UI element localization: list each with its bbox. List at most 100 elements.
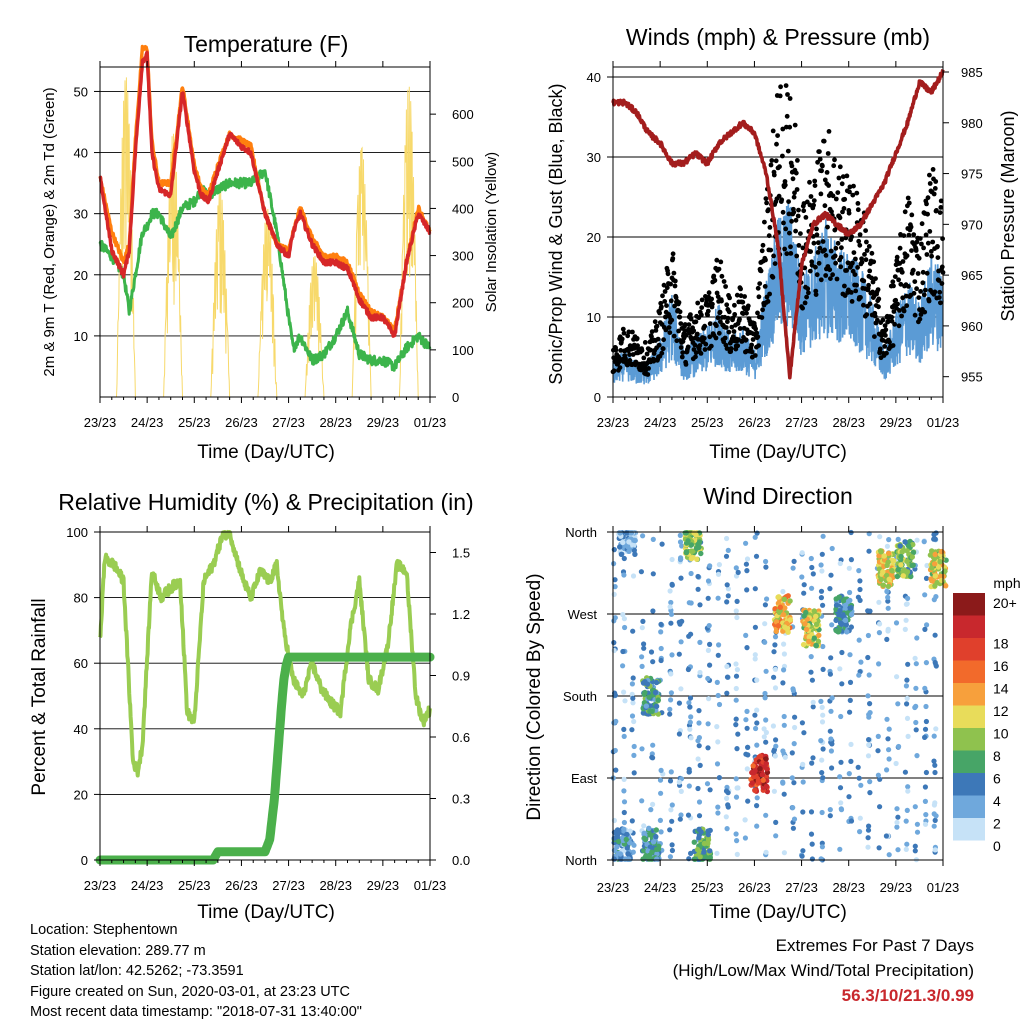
gust-point [762,284,768,289]
direction-point [640,680,647,686]
direction-point [697,669,703,676]
direction-point [914,753,920,759]
direction-point [641,847,647,854]
gust-point [777,164,782,170]
direction-point [754,742,760,748]
direction-point [866,672,872,678]
direction-point [931,823,937,829]
insolation-spike [210,190,231,398]
direction-point [742,835,749,841]
gust-point [765,299,771,304]
direction-point [865,844,871,850]
direction-point [742,817,748,823]
direction-point [815,638,822,645]
gust-point [783,83,789,88]
gust-point [892,274,898,279]
direction-point [763,812,769,818]
gust-point [755,334,761,340]
gust-point [938,198,944,204]
direction-point [654,856,660,862]
direction-point [621,572,627,578]
x-tick-label: 29/23 [367,878,400,893]
direction-point [752,656,758,662]
direction-point [623,836,629,843]
direction-point [714,724,720,730]
direction-point [932,573,938,579]
direction-point [621,689,627,695]
direction-point [733,661,739,667]
direction-point [676,651,682,657]
direction-point [612,577,618,583]
gust-point [776,193,782,199]
direction-point [667,854,674,860]
direction-point [942,568,948,574]
direction-point [858,782,864,788]
direction-point [630,675,636,681]
x-tick-label: 25/23 [691,415,724,430]
gust-point [753,326,758,332]
wind-direction-xlabel: Time (Day/UTC) [709,902,847,923]
temperature-series-2 [98,169,432,372]
direction-point [791,780,797,786]
direction-point [734,838,740,844]
direction-point [620,539,626,546]
gust-point [817,245,823,251]
gust-point [832,253,838,259]
direction-point [763,558,769,565]
direction-point [745,744,751,750]
gust-point [665,271,671,277]
direction-point [905,788,911,794]
gust-point [891,283,896,289]
gust-point [763,257,768,263]
gust-point [811,198,817,204]
gust-point [749,349,755,355]
direction-point [696,720,702,726]
direction-point [757,766,763,772]
direction-point [641,641,647,647]
direction-point [773,819,779,826]
direction-point [904,715,911,722]
direction-point [630,628,636,634]
direction-point [829,741,835,747]
direction-point [827,728,833,734]
gust-point [729,324,735,330]
direction-point [733,685,739,692]
direction-point [696,799,703,805]
direction-point [631,743,637,750]
gust-point [730,315,736,321]
direction-point [781,667,787,673]
gust-point [670,256,676,261]
gust-point [925,240,931,246]
gust-point [659,304,664,310]
direction-point [649,849,655,855]
direction-point [801,590,807,596]
gust-point [682,322,688,327]
direction-point [875,733,881,740]
gust-point [822,203,828,209]
gust-point [791,209,797,215]
gust-point [660,346,666,352]
gust-point [924,270,930,276]
direction-point [669,652,675,658]
direction-point [914,537,920,543]
gust-point [666,325,672,330]
direction-point [686,700,692,706]
direction-point [914,829,921,835]
gust-point [722,335,728,341]
gust-point [803,215,809,220]
direction-point [685,538,691,544]
direction-point [667,604,673,610]
gust-point [938,300,943,306]
direction-point [813,621,820,627]
colorbar-title: mph [993,575,1020,591]
gust-point [870,289,875,295]
station-elevation: Station elevation: 289.77 m [30,942,206,959]
gust-point [712,277,718,283]
direction-point [806,638,812,645]
gust-point [935,255,941,260]
gust-point [890,279,896,285]
direction-point [809,585,815,591]
direction-point [932,847,938,853]
gust-point [816,260,822,266]
direction-point [678,639,684,645]
